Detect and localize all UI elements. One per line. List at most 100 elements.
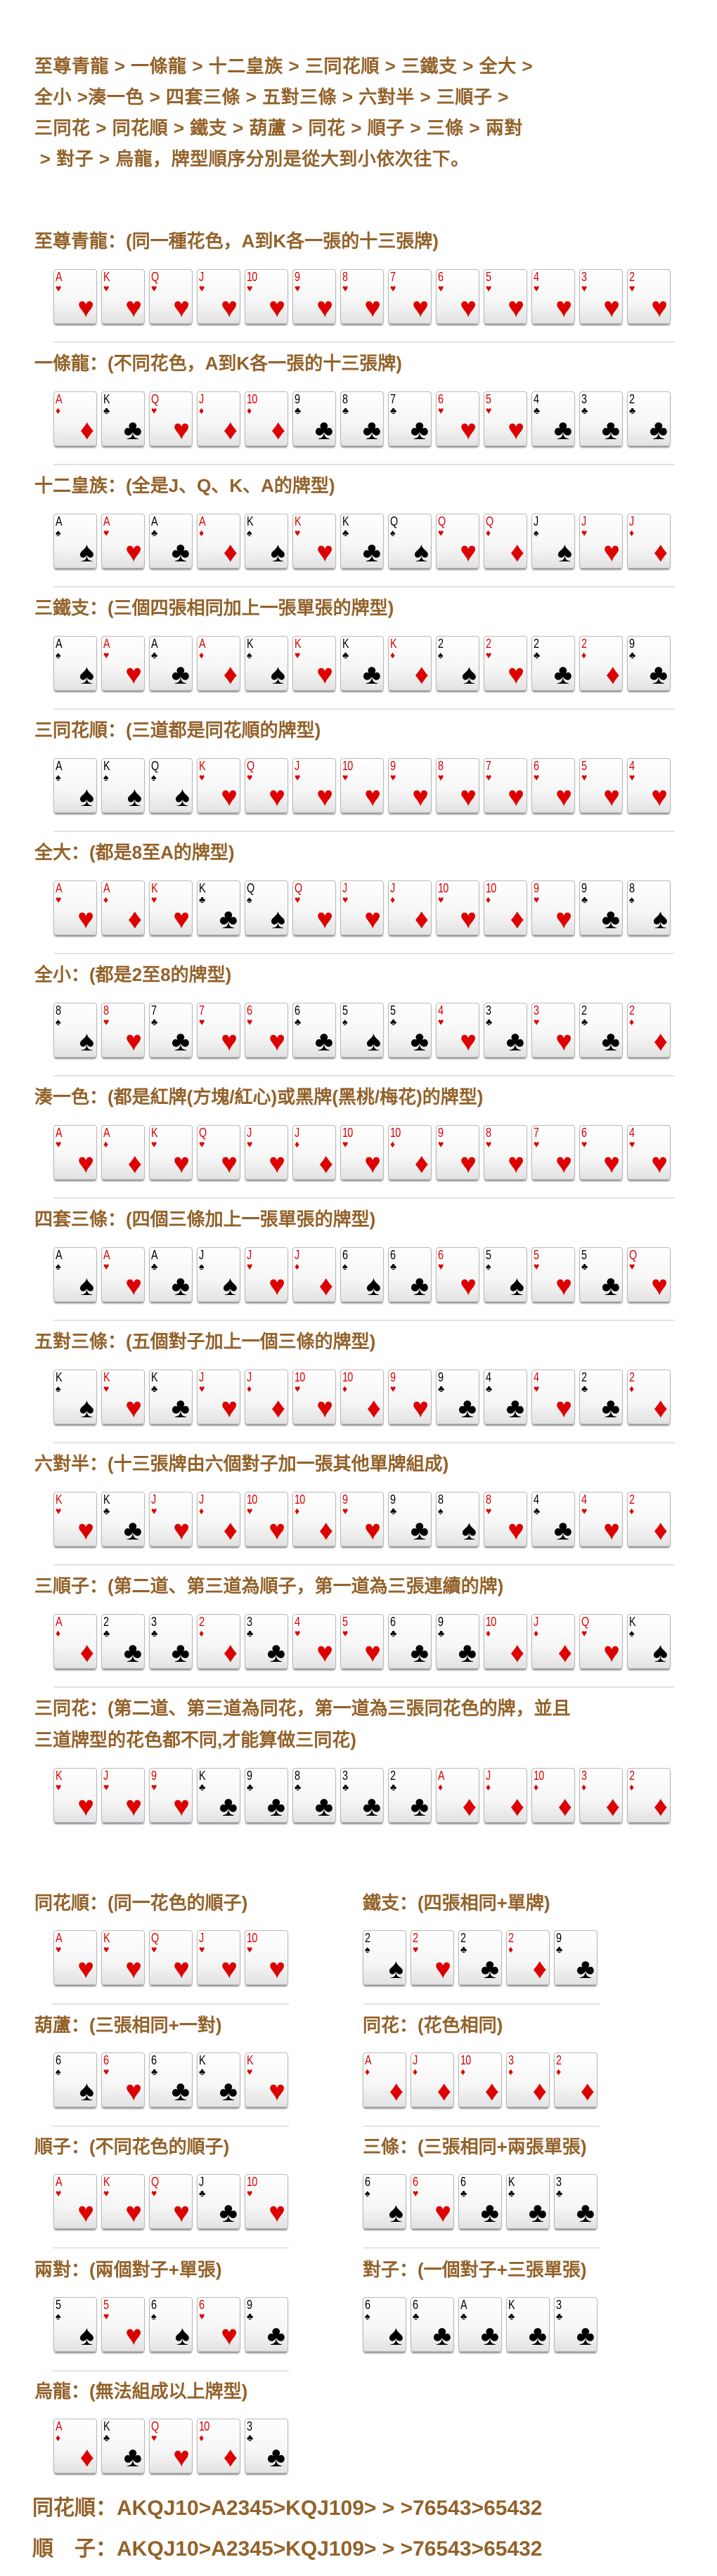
heart-icon: ♥ (603, 537, 620, 568)
card-rank: 10 (247, 1931, 257, 1945)
playing-card-diamond: J ♦ ♦ (292, 1247, 336, 1302)
heart-icon: ♥ (486, 772, 492, 783)
heart-icon: ♥ (460, 1026, 477, 1057)
card-rank: J (199, 1370, 204, 1384)
card-rank: 3 (342, 1769, 348, 1783)
heart-icon: ♥ (364, 1148, 381, 1179)
playing-card-heart: Q ♥ ♥ (245, 758, 288, 813)
card-rank: K (247, 637, 254, 651)
club-icon: ♣ (629, 405, 636, 416)
heart-icon: ♥ (555, 1270, 572, 1301)
card-row: 6 ♠ ♠ 6 ♥ ♥ 6 ♣ ♣ K ♣ ♣ K ♥ ♥ (53, 2053, 288, 2107)
card-rank: K (295, 637, 302, 651)
playing-card-heart: 5 ♥ ♥ (531, 1247, 575, 1302)
card-rank: A (56, 1126, 63, 1140)
playing-card-club: 9 ♣ ♣ (245, 2297, 288, 2352)
heart-icon: ♥ (316, 292, 333, 323)
club-icon: ♣ (410, 1270, 429, 1301)
heart-icon: ♥ (486, 1138, 492, 1150)
heart-icon: ♥ (460, 904, 477, 935)
heart-icon: ♥ (486, 282, 492, 294)
section-divider (53, 2003, 289, 2005)
heart-icon: ♥ (56, 282, 62, 294)
heart-icon: ♥ (555, 1148, 572, 1179)
heart-icon: ♥ (125, 1393, 142, 1424)
card-rank: Q (151, 1931, 159, 1945)
card-rank: 5 (390, 1003, 396, 1017)
club-icon: ♣ (314, 415, 333, 445)
club-icon: ♣ (528, 2197, 547, 2228)
club-icon: ♣ (342, 1781, 349, 1793)
spade-icon: ♠ (151, 772, 157, 783)
playing-card-spade: Q ♠ ♠ (245, 880, 288, 935)
playing-card-heart: 8 ♥ ♥ (484, 1125, 527, 1180)
spade-icon: ♠ (56, 649, 61, 661)
club-icon: ♣ (151, 527, 158, 538)
card-rank: 9 (247, 2298, 252, 2312)
playing-card-diamond: A ♦ ♦ (197, 636, 240, 691)
playing-card-club: K ♣ ♣ (197, 2053, 240, 2107)
card-rank: Q (247, 881, 254, 895)
diamond-icon: ♦ (629, 1383, 635, 1394)
card-rank: 2 (508, 1931, 514, 1945)
playing-card-club: 2 ♣ ♣ (388, 1768, 432, 1823)
playing-card-heart: Q ♥ ♥ (292, 880, 336, 935)
playing-card-club: 2 ♣ ♣ (579, 1370, 623, 1424)
spade-icon: ♠ (56, 2310, 61, 2322)
card-rank: Q (151, 2419, 159, 2433)
flush-order-line: 同花順：AKQJ10>A2345>KQJ109> > >76543>65432 (32, 2497, 543, 2520)
heart-icon: ♥ (316, 1637, 333, 1668)
spade-icon: ♠ (388, 1953, 403, 1984)
card-rank: 5 (486, 1248, 491, 1262)
club-icon: ♣ (556, 2310, 563, 2322)
card-rank: 10 (486, 881, 496, 895)
playing-card-spade: K ♠ ♠ (627, 1614, 671, 1669)
playing-card-heart: 9 ♥ ♥ (388, 758, 432, 813)
diamond-icon: ♦ (223, 659, 238, 690)
playing-card-heart: Q ♥ ♥ (149, 2419, 193, 2473)
club-icon: ♣ (438, 1383, 445, 1394)
playing-card-diamond: J ♦ ♦ (627, 514, 671, 568)
card-rank: A (56, 759, 63, 773)
card-rank: K (151, 881, 158, 895)
diamond-icon: ♦ (389, 2076, 403, 2107)
heart-icon: ♥ (534, 1261, 540, 1272)
card-rank: 7 (390, 270, 396, 284)
diamond-icon: ♦ (534, 1781, 539, 1793)
spade-icon: ♠ (247, 527, 252, 538)
card-rank: A (56, 637, 63, 651)
playing-card-heart: 8 ♥ ♥ (101, 1003, 145, 1058)
club-icon: ♣ (342, 527, 349, 538)
playing-card-heart: 7 ♥ ♥ (197, 1003, 240, 1058)
diamond-icon: ♦ (199, 1627, 205, 1639)
heart-icon: ♥ (316, 781, 333, 812)
playing-card-club: 3 ♣ ♣ (554, 2297, 598, 2352)
card-rank: 10 (199, 2419, 209, 2433)
club-icon: ♣ (171, 1637, 190, 1668)
section-title: 三道牌型的花色都不同,才能算做三同花) (34, 1729, 356, 1750)
card-rank: A (151, 514, 158, 528)
playing-card-heart: J ♥ ♥ (197, 269, 240, 324)
playing-card-club: 9 ♣ ♣ (436, 1614, 479, 1669)
card-rank: K (56, 1492, 63, 1507)
section-divider (53, 1320, 675, 1321)
playing-card-heart: A ♥ ♥ (53, 880, 97, 935)
diamond-icon: ♦ (79, 1637, 94, 1668)
club-icon: ♣ (581, 405, 588, 416)
card-rank: 10 (342, 1126, 353, 1140)
club-icon: ♣ (247, 2310, 254, 2322)
club-icon: ♣ (171, 1270, 190, 1301)
playing-card-heart: 9 ♥ ♥ (292, 269, 336, 324)
card-row: A ♦ ♦ K ♣ ♣ Q ♥ ♥ 10 ♦ ♦ 3 ♣ ♣ (53, 2419, 288, 2473)
heart-icon: ♥ (269, 1953, 285, 1984)
card-rank: 3 (534, 1003, 539, 1017)
card-rank: 6 (56, 2053, 61, 2067)
club-icon: ♣ (458, 1637, 477, 1668)
diamond-icon: ♦ (390, 894, 396, 905)
playing-card-spade: J ♠ ♠ (531, 514, 575, 568)
heart-icon: ♥ (364, 904, 381, 935)
playing-card-heart: J ♥ ♥ (579, 514, 623, 568)
card-rank: K (103, 759, 110, 773)
card-rank: 9 (390, 1370, 396, 1384)
heart-icon: ♥ (295, 894, 301, 905)
